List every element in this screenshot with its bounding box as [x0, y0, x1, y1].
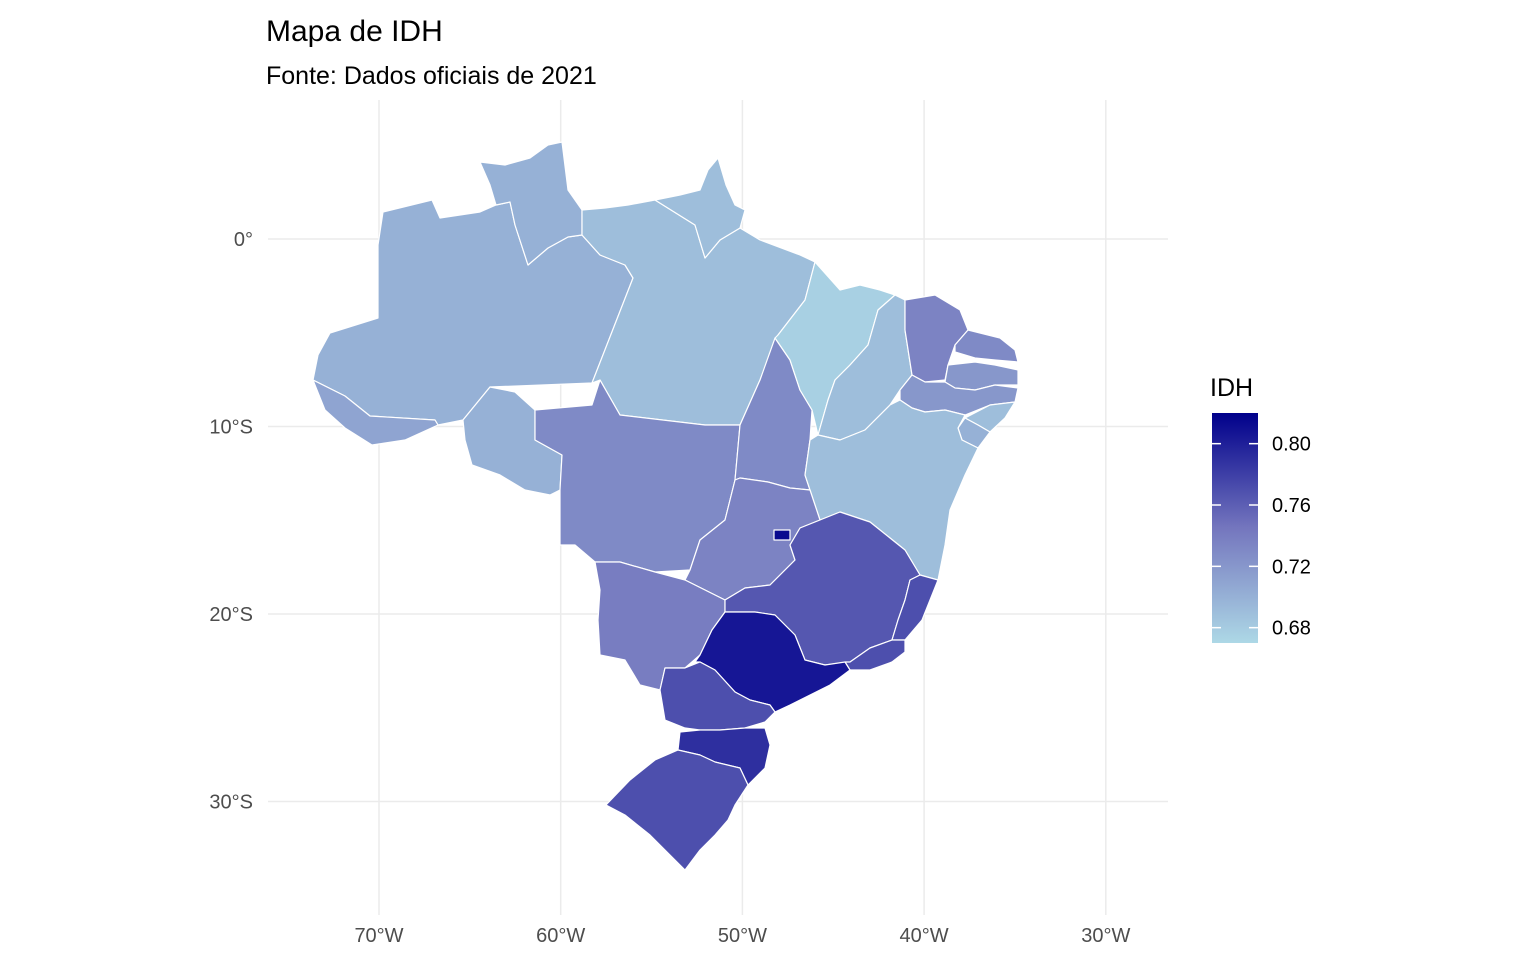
legend-tick-label: 0.80: [1272, 434, 1311, 456]
state-espirito-santo: [891, 574, 939, 641]
state-rio-grande-do-norte: [954, 329, 1019, 363]
y-tick-label: 10°S: [209, 417, 253, 439]
state-parana: [659, 661, 776, 731]
x-tick-label: 60°W: [536, 925, 585, 947]
legend-tick-label: 0.72: [1272, 556, 1311, 578]
state-distrito-federal: [773, 529, 791, 541]
state-rio-de-janeiro: [844, 639, 906, 671]
map-subtitle: Fonte: Dados oficiais de 2021: [266, 62, 597, 90]
state-paraiba: [944, 361, 1019, 391]
axis-tick-labels: 70°W 60°W 50°W 40°W 30°W 0° 10°S 20°S 30°S: [209, 229, 1130, 947]
state-sao-paulo: [694, 611, 851, 713]
legend-ticks: 0.80 0.76 0.72 0.68: [1212, 434, 1311, 640]
x-tick-label: 50°W: [718, 925, 767, 947]
legend-tick-label: 0.76: [1272, 495, 1311, 517]
y-tick-label: 30°S: [209, 792, 253, 814]
state-mato-grosso-do-sul: [594, 561, 726, 691]
legend-colorbar: [1212, 413, 1258, 643]
map-title: Mapa de IDH: [266, 15, 443, 48]
state-polygons: [312, 141, 1019, 871]
x-tick-label: 70°W: [354, 925, 403, 947]
x-tick-label: 40°W: [900, 925, 949, 947]
state-acre: [312, 379, 439, 446]
y-tick-label: 20°S: [209, 604, 253, 626]
legend-tick-label: 0.68: [1272, 618, 1311, 640]
state-rio-grande-do-sul: [605, 749, 749, 871]
state-roraima: [479, 141, 583, 266]
legend: IDH 0.80 0.76 0.72 0.68: [1210, 374, 1311, 643]
y-tick-label: 0°: [234, 229, 253, 251]
state-amapa: [654, 157, 746, 259]
x-tick-label: 30°W: [1081, 925, 1130, 947]
legend-title: IDH: [1210, 374, 1253, 402]
